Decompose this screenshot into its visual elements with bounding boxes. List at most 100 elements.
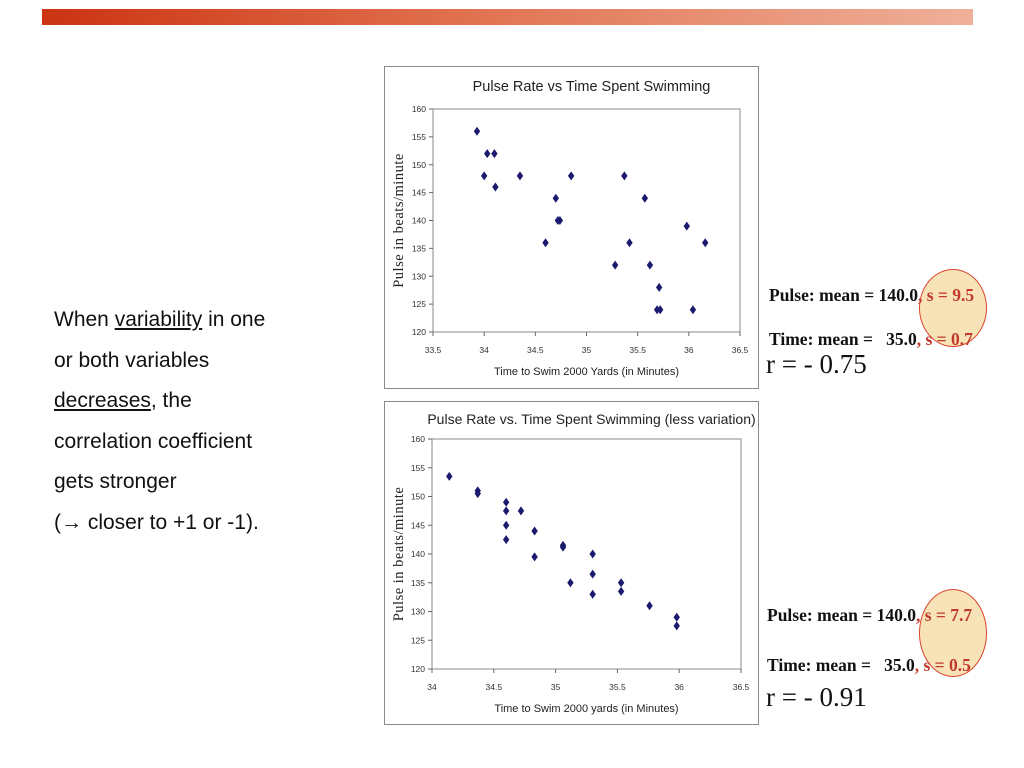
stats-block-1: Pulse: mean = 140.0, s = 9.5 Time: mean … xyxy=(769,269,987,349)
y-tick-label: 155 xyxy=(412,132,426,142)
data-point xyxy=(446,471,453,481)
scatter-chart-2: Pulse Rate vs. Time Spent Swimming (less… xyxy=(384,401,759,725)
data-point xyxy=(474,489,481,499)
x-tick-label: 34 xyxy=(479,345,489,355)
data-point xyxy=(502,497,510,507)
text-line-1: When variability in one xyxy=(54,300,364,341)
x-tick-label: 35.5 xyxy=(609,682,626,692)
pulse-sd-label: , s = 7.7 xyxy=(916,605,973,625)
data-point xyxy=(542,238,549,248)
x-tick-label: 36.5 xyxy=(733,682,750,692)
y-tick-label: 150 xyxy=(412,160,426,170)
data-point xyxy=(683,221,690,231)
y-tick-label: 140 xyxy=(412,216,426,226)
data-point xyxy=(531,552,538,562)
y-tick-label: 145 xyxy=(412,188,426,198)
correlation-value-2: r = - 0.91 xyxy=(766,682,867,712)
data-point xyxy=(617,578,625,588)
y-tick-label: 150 xyxy=(411,492,425,502)
x-tick-label: 34 xyxy=(427,682,437,692)
text-line-5: gets stronger xyxy=(54,470,177,493)
text-line-3: decreases, the xyxy=(54,381,364,422)
y-tick-label: 135 xyxy=(411,578,425,588)
y-tick-label: 155 xyxy=(411,463,425,473)
data-point xyxy=(626,238,633,248)
time-sd-label: , s = 0.7 xyxy=(916,328,973,349)
x-tick-label: 34.5 xyxy=(486,682,503,692)
time-sd-label: , s = 0.5 xyxy=(914,654,971,675)
data-point xyxy=(641,193,649,203)
stats-row-time: Time: mean = 35.0, s = 0.5 xyxy=(767,654,982,675)
data-point xyxy=(589,549,596,559)
y-tick-label: 145 xyxy=(411,520,425,530)
data-point xyxy=(646,601,653,611)
data-point xyxy=(502,506,510,516)
y-tick-label: 120 xyxy=(411,664,425,674)
text-fragment: When xyxy=(54,308,115,331)
time-mean-label: Time: mean = 35.0 xyxy=(767,654,915,675)
accent-bar xyxy=(42,9,973,25)
data-point xyxy=(491,149,498,159)
data-point xyxy=(567,171,575,181)
y-axis-label: Pulse in beats/minute xyxy=(391,153,407,288)
data-point xyxy=(702,238,709,248)
y-tick-label: 140 xyxy=(411,549,425,559)
data-point xyxy=(492,182,499,192)
stats-row-pulse: Pulse: mean = 140.0, s = 7.7 xyxy=(767,605,982,625)
x-tick-label: 36 xyxy=(684,345,694,355)
x-tick-label: 36 xyxy=(674,682,684,692)
y-tick-label: 135 xyxy=(412,243,426,253)
x-axis-label: Time to Swim 2000 Yards (in Minutes) xyxy=(494,366,679,378)
data-point xyxy=(502,535,510,545)
chart-title: Pulse Rate vs. Time Spent Swimming (less… xyxy=(427,411,755,427)
data-point xyxy=(473,126,481,136)
plot-area xyxy=(431,438,742,670)
data-point xyxy=(655,282,663,292)
stats-row-pulse: Pulse: mean = 140.0, s = 9.5 xyxy=(769,285,984,305)
underlined-term-variability: variability xyxy=(114,308,203,331)
data-point xyxy=(673,621,680,631)
data-point xyxy=(531,526,538,536)
data-point xyxy=(567,578,574,588)
text-line-6: (→ closer to +1 or -1). xyxy=(54,510,259,534)
data-point xyxy=(552,193,559,203)
x-tick-label: 35.5 xyxy=(629,345,646,355)
y-tick-label: 130 xyxy=(412,271,426,281)
correlation-value-1: r = - 0.75 xyxy=(766,349,867,379)
text-fragment: in one xyxy=(202,308,266,331)
y-tick-label: 160 xyxy=(411,434,425,444)
text-line-4: correlation coefficient xyxy=(54,429,253,453)
data-point xyxy=(611,260,619,270)
data-point xyxy=(689,305,697,315)
data-point xyxy=(517,506,525,516)
chart-title: Pulse Rate vs Time Spent Swimming xyxy=(473,79,711,95)
x-tick-label: 36.5 xyxy=(732,345,749,355)
data-point xyxy=(589,589,596,599)
data-point xyxy=(502,520,510,530)
body-text: When variability in one or both variable… xyxy=(54,300,364,543)
y-tick-label: 120 xyxy=(412,327,426,337)
text-fragment: , the xyxy=(150,389,192,412)
scatter-chart-1: Pulse Rate vs Time Spent Swimming 120 125 1… xyxy=(384,66,759,389)
plot-area xyxy=(432,108,741,333)
data-point xyxy=(484,149,491,159)
x-tick-label: 35 xyxy=(551,682,561,692)
x-axis-label: Time to Swim 2000 yards (in Minutes) xyxy=(494,703,678,715)
text-line-2: or both variables xyxy=(54,348,210,372)
data-point xyxy=(621,171,628,181)
data-point xyxy=(617,586,625,596)
y-tick-label: 130 xyxy=(411,607,425,617)
x-tick-label: 33.5 xyxy=(425,345,442,355)
y-tick-label: 125 xyxy=(411,635,425,645)
y-axis-label: Pulse in beats/minute xyxy=(391,487,407,622)
data-point xyxy=(646,260,654,270)
pulse-sd-label: , s = 9.5 xyxy=(918,285,975,305)
y-tick-label: 160 xyxy=(412,104,426,114)
data-point xyxy=(559,542,567,552)
stats-block-2: Pulse: mean = 140.0, s = 7.7 Time: mean … xyxy=(767,589,987,677)
data-point xyxy=(673,612,680,622)
scatter-chart-1-svg: Pulse Rate vs Time Spent Swimming 120 125 1… xyxy=(391,79,749,378)
data-point xyxy=(516,171,524,181)
stats-row-time: Time: mean = 35.0, s = 0.7 xyxy=(769,328,984,349)
pulse-mean-label: Pulse: mean = 140.0 xyxy=(767,605,916,625)
